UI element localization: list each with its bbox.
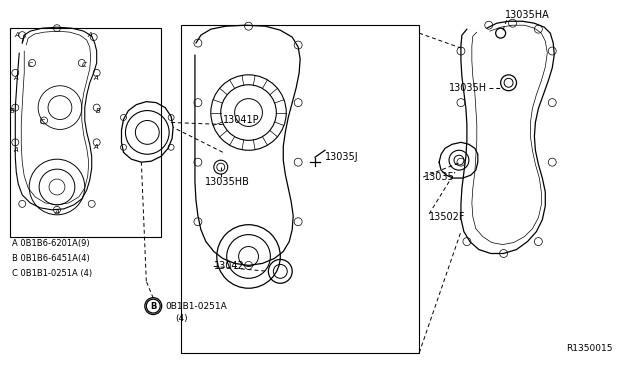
Text: C: C: [40, 119, 45, 125]
Circle shape: [147, 299, 160, 313]
Bar: [10, 28, 161, 237]
Text: 13035HA: 13035HA: [504, 10, 549, 20]
Text: B: B: [150, 302, 156, 311]
Text: A: A: [13, 75, 18, 81]
Text: (4): (4): [175, 314, 188, 324]
Text: 13041P: 13041P: [223, 115, 259, 125]
Text: C: C: [81, 62, 86, 68]
Text: R1350015: R1350015: [566, 344, 612, 353]
Text: 13035: 13035: [424, 172, 455, 182]
Text: B 0B1B6-6451A(4): B 0B1B6-6451A(4): [12, 254, 90, 263]
Text: B: B: [10, 108, 15, 113]
Text: B: B: [96, 108, 101, 113]
Text: A: A: [54, 209, 60, 215]
Bar: [181, 25, 419, 353]
Text: 13042: 13042: [214, 262, 244, 272]
Text: 13502F: 13502F: [429, 212, 466, 222]
Text: A: A: [14, 32, 19, 38]
Text: A: A: [13, 147, 18, 153]
Text: C 0B1B1-0251A (4): C 0B1B1-0251A (4): [12, 269, 92, 278]
Text: A: A: [87, 32, 92, 38]
Text: 13035HB: 13035HB: [205, 177, 250, 187]
Text: A 0B1B6-6201A(9): A 0B1B6-6201A(9): [12, 239, 90, 248]
Text: C: C: [28, 62, 33, 68]
Text: 0B1B1-0251A: 0B1B1-0251A: [165, 302, 227, 311]
Text: A: A: [93, 144, 98, 150]
Text: 13035J: 13035J: [325, 152, 358, 162]
Text: 13035H: 13035H: [449, 83, 487, 93]
Text: A: A: [93, 75, 98, 81]
